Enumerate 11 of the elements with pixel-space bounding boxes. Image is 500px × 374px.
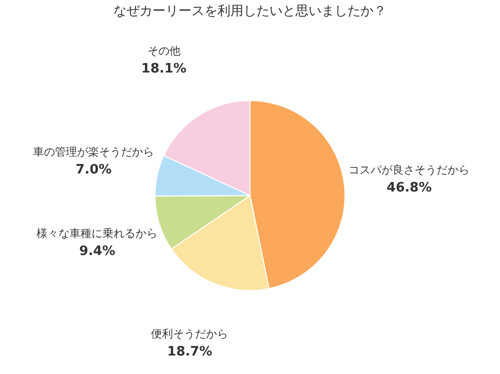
slice-label: 様々な車種に乗れるから <box>36 227 158 240</box>
data-label: 18.1% <box>141 62 186 77</box>
slice-label: 車の管理が楽そうだから <box>33 146 154 159</box>
data-label: 18.7% <box>167 344 212 360</box>
data-label: 7.0% <box>76 162 112 178</box>
chart-title: なぜカーリースを利用したいと思いましたか？ <box>114 4 386 19</box>
slice-label: コスパが良さそうだから <box>348 163 470 176</box>
data-label: 9.4% <box>79 244 116 260</box>
slice-label: その他 <box>147 44 180 58</box>
slice-label: 便利そうだから <box>151 328 228 341</box>
data-label: 46.8% <box>386 180 432 196</box>
